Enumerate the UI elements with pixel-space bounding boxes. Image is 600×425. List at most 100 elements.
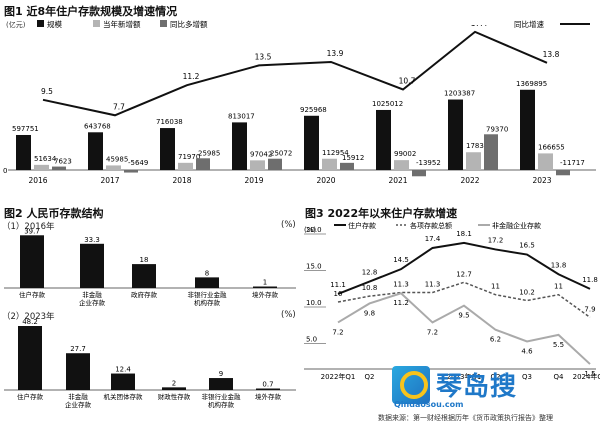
legend-text-diff: 同比多增额 — [170, 19, 208, 29]
fig3-legend: 住户存款 各项存款总额 非金融企业存款 — [334, 221, 541, 230]
fig2-title: 图2 人民币存款结构 — [4, 207, 104, 220]
fig3-point-label: 7.2 — [332, 328, 343, 336]
fig1-bar-scale — [520, 89, 535, 170]
fig1-legend: 规模 当年新增额 同比多增额 同比增速 — [37, 19, 590, 29]
fig1-rate-line — [42, 30, 548, 117]
fig1-label-scale: 643768 — [84, 122, 111, 130]
fig3-ytick: 10.0 — [306, 299, 322, 307]
fig2-cat-2016: 境外存款 — [252, 290, 279, 299]
fig3-xtick: Q2 — [365, 373, 375, 381]
fig1-bar-diff — [268, 158, 282, 170]
fig3-point-label: 11.8 — [582, 276, 598, 284]
fig3-point-label: 12.8 — [362, 269, 378, 277]
legend-text-scale: 规模 — [47, 19, 62, 29]
fig1-bar-new — [322, 158, 337, 170]
fig2-cat-2016: 住户存款 — [19, 290, 46, 299]
fig1-bar-scale — [232, 122, 247, 170]
fig2-value-2016: 39.7 — [24, 228, 40, 235]
fig3-source: 数据来源：第一财经根据历年《货币政策执行报告》整理 — [378, 414, 553, 422]
fig1-label-scale: 1025012 — [372, 100, 403, 108]
fig2-bar-2023 — [111, 373, 135, 390]
fig1-title: 图1 近8年住户存款规模及增速情况 — [4, 5, 178, 18]
fig1-bar-diff — [196, 158, 210, 170]
fig3-point-label: 18.1 — [456, 230, 472, 238]
fig2-bar-2023 — [66, 353, 90, 390]
fig1-bar-diff — [340, 162, 354, 170]
fig1-bar-scale — [304, 115, 319, 170]
fig2-value-2023: 27.7 — [70, 345, 86, 353]
legend-text-corp: 非金融企业存款 — [492, 221, 541, 230]
fig1-label-diff: 7623 — [54, 158, 72, 166]
fig1-label-scale: 813017 — [228, 112, 255, 120]
fig3-xtick: Q4 — [554, 373, 565, 381]
fig2-cat-2023: 非金融 — [68, 392, 88, 401]
fig3-ytick: 20.0 — [306, 226, 322, 234]
fig1-rate-label: 17.4 — [471, 25, 488, 28]
fig2-bar-2016 — [80, 243, 104, 288]
fig1-xtick: 2023 — [532, 176, 551, 185]
fig3-point-label: 4.6 — [521, 347, 533, 355]
fig2-bar-2016 — [20, 235, 44, 288]
fig2-cat-2016: 政府存款 — [131, 290, 158, 299]
fig1-zero-label: 0 — [3, 167, 7, 175]
fig3-point-label: 11.3 — [425, 281, 441, 289]
fig3-point-label: 17.2 — [488, 236, 504, 244]
fig2-sub-2023: （2）2023年 — [2, 312, 55, 322]
fig1-label-scale: 597751 — [12, 125, 39, 133]
fig3-xtick: 2024年Q1 — [573, 372, 600, 381]
logo-name: 琴岛搜 — [436, 372, 518, 402]
fig1-label-diff: 15912 — [342, 154, 364, 162]
fig2-cat-2023: 企业存款 — [65, 400, 92, 409]
fig3-line-1 — [337, 281, 591, 318]
legend-swatch-new — [93, 20, 100, 27]
fig3-ytick: 5.0 — [306, 336, 317, 344]
fig3-point-label: 10 — [334, 290, 343, 298]
fig1-xtick: 2021 — [388, 176, 407, 185]
fig1-rate-label: 13.5 — [255, 52, 272, 61]
legend-swatch-diff — [160, 20, 167, 27]
fig2-cat-2023: 财政性存款 — [158, 392, 191, 401]
fig2-sub-2016: （1）2016年 — [2, 222, 55, 232]
fig1-xtick: 2016 — [28, 176, 47, 185]
fig2-pct-2016: (%) — [281, 220, 296, 230]
fig3-point-label: 17.4 — [425, 235, 441, 243]
fig2-pct-2023: (%) — [281, 310, 296, 320]
fig3-xtick: Q2 — [491, 373, 501, 381]
fig2-bar-2016 — [253, 286, 277, 288]
fig2-value-2016: 33.3 — [84, 236, 100, 244]
fig1-bar-new — [106, 165, 121, 170]
fig2-value-2023: 0.7 — [262, 381, 273, 389]
fig2-value-2023: 2 — [172, 379, 176, 387]
fig1-bar-new — [394, 160, 409, 170]
fig1-xtick: 2017 — [100, 176, 119, 185]
logo-url: Qindaosou.com — [394, 400, 464, 409]
fig1-xtick: 2018 — [172, 176, 191, 185]
fig3-point-label: 11.1 — [330, 281, 346, 289]
fig1-xtick: 2020 — [316, 176, 335, 185]
fig1-xtick: 2019 — [244, 176, 263, 185]
fig1-label-scale: 1203387 — [444, 90, 475, 98]
fig1-label-new: 178372 — [466, 142, 493, 150]
fig3-point-label: 5.5 — [553, 341, 564, 349]
fig2-cat-2023: 机关团体存款 — [104, 392, 144, 401]
fig1-bar-diff — [52, 166, 66, 170]
fig3-point-label: 16.5 — [519, 242, 535, 250]
fig2-bar-2016 — [195, 277, 219, 288]
fig3-unit: (%) — [304, 226, 316, 234]
legend-text-rate: 同比增速 — [514, 19, 544, 29]
fig3-point-label: 10.2 — [519, 289, 535, 297]
fig1-label-new: 112954 — [322, 149, 349, 157]
fig1-label-diff: -13952 — [416, 159, 441, 167]
fig1-bar-diff — [412, 170, 426, 177]
fig3-point-label: 7.9 — [584, 305, 595, 313]
fig2-value-2023: 12.4 — [115, 366, 131, 374]
fig1-label-new: 99002 — [394, 150, 416, 158]
fig3-point-label: 14.5 — [393, 256, 409, 264]
fig3-point-label: 1.5 — [584, 370, 595, 378]
fig2-bar-2023 — [209, 378, 233, 390]
fig3-point-label: 11.2 — [393, 299, 409, 307]
fig1-label-new: 45985 — [106, 155, 128, 163]
fig2-cat-2016: 企业存款 — [79, 298, 106, 307]
fig3-ytick: 15.0 — [306, 263, 322, 271]
